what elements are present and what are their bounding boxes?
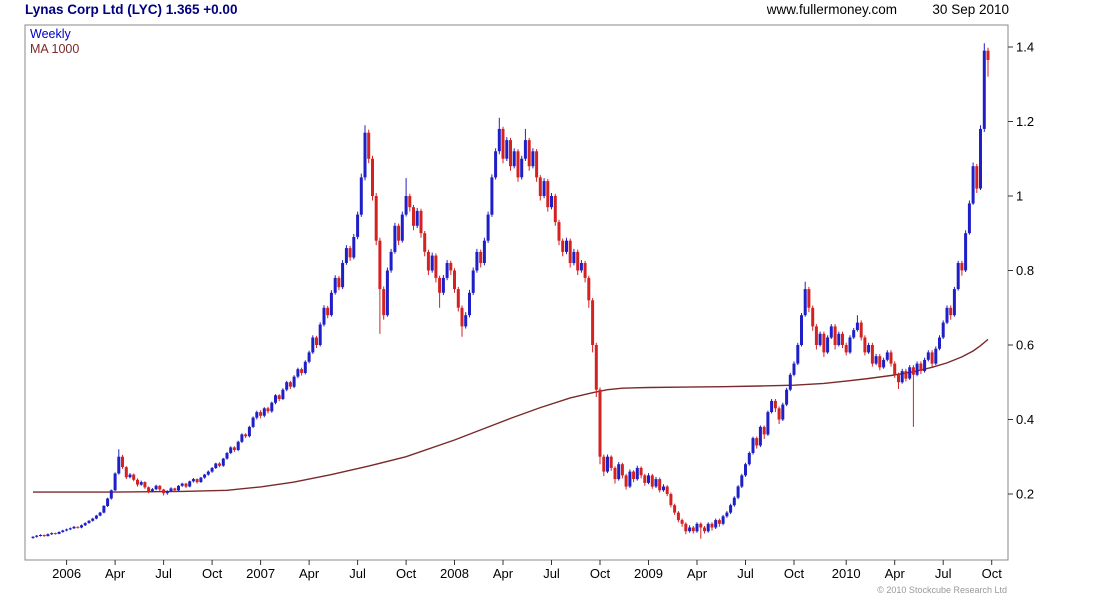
chart-legend: Weekly MA 1000: [30, 27, 79, 57]
copyright-text: © 2010 Stockcube Research Ltd: [877, 585, 1007, 595]
svg-text:1.2: 1.2: [1016, 114, 1034, 129]
svg-text:0.4: 0.4: [1016, 412, 1034, 427]
svg-text:Jul: Jul: [935, 566, 952, 581]
candle-wicks: [32, 43, 989, 539]
svg-text:0.2: 0.2: [1016, 487, 1034, 502]
svg-text:Jul: Jul: [349, 566, 366, 581]
candle-bodies: [31, 50, 990, 538]
svg-text:Apr: Apr: [105, 566, 126, 581]
svg-text:Oct: Oct: [784, 566, 805, 581]
svg-text:1: 1: [1016, 189, 1023, 204]
svg-text:1.4: 1.4: [1016, 40, 1034, 55]
legend-timeframe-label: Weekly: [30, 27, 71, 41]
legend-ma-label: MA 1000: [30, 42, 80, 56]
svg-text:Oct: Oct: [590, 566, 611, 581]
svg-text:0.8: 0.8: [1016, 263, 1034, 278]
svg-text:Apr: Apr: [687, 566, 708, 581]
svg-text:Apr: Apr: [299, 566, 320, 581]
svg-text:2006: 2006: [52, 566, 81, 581]
svg-text:Oct: Oct: [396, 566, 417, 581]
svg-text:Jul: Jul: [155, 566, 172, 581]
svg-text:2007: 2007: [246, 566, 275, 581]
svg-text:Jul: Jul: [543, 566, 560, 581]
chart-date: 30 Sep 2010: [932, 2, 1009, 17]
svg-text:Oct: Oct: [982, 566, 1003, 581]
svg-text:0.6: 0.6: [1016, 338, 1034, 353]
svg-text:Jul: Jul: [737, 566, 754, 581]
svg-text:Apr: Apr: [493, 566, 514, 581]
instrument-title: Lynas Corp Ltd (LYC) 1.365 +0.00: [25, 2, 238, 17]
website-text: www.fullermoney.com: [766, 2, 897, 17]
ma-line: [33, 338, 989, 493]
svg-text:2010: 2010: [832, 566, 861, 581]
svg-text:Apr: Apr: [885, 566, 906, 581]
svg-text:2008: 2008: [440, 566, 469, 581]
svg-text:2009: 2009: [634, 566, 663, 581]
plot-border: [24, 24, 1009, 561]
svg-text:Oct: Oct: [202, 566, 223, 581]
